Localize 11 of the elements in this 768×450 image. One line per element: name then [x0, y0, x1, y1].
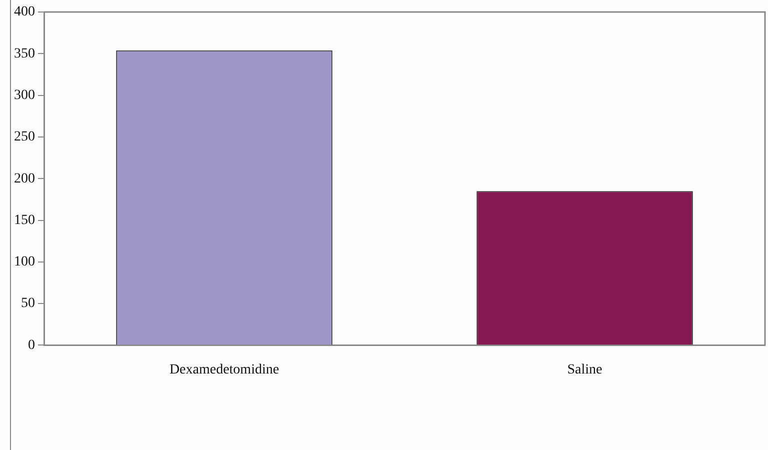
y-tick-label: 200 [14, 171, 35, 186]
y-tick-label: 250 [14, 130, 35, 145]
y-tick-label: 100 [14, 254, 35, 270]
x-tick-label: Saline [567, 362, 602, 378]
y-tick-label: 300 [14, 88, 35, 103]
y-tick-label: 150 [14, 212, 35, 228]
x-tick-label: Dexamedetomidine [169, 362, 280, 378]
y-tick-label: 50 [21, 296, 35, 312]
y-tick-label: 350 [14, 46, 35, 62]
y-tick-label: 400 [14, 4, 35, 20]
y-tick-label: 0 [28, 338, 35, 353]
